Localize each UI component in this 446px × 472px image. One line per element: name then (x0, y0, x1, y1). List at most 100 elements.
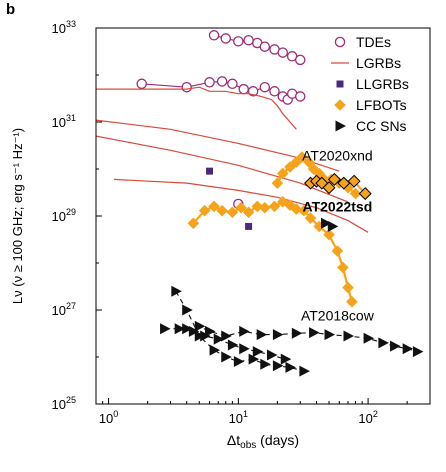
ccsn-point (272, 360, 284, 372)
plot-area (95, 30, 424, 377)
lfbot-point (216, 204, 228, 217)
lfbot-point (290, 203, 303, 215)
series-lgrb-6 (113, 178, 369, 233)
x-tick-label: 100 (99, 409, 118, 426)
tde-point (136, 78, 147, 90)
ccsn-point (327, 220, 339, 232)
ccsn-point (221, 330, 232, 342)
ccsn-point (280, 353, 292, 365)
ccsn-point (182, 323, 193, 335)
series-ccsn-13 (182, 320, 424, 358)
tde-point (181, 81, 192, 93)
tde-point (220, 33, 232, 44)
x-axis-label-main: Δt (227, 432, 240, 448)
lfbot-point (346, 295, 358, 308)
tde-point (216, 76, 228, 87)
tde-point (204, 77, 215, 88)
legend-label: LLGRBs (356, 76, 409, 92)
y-axis-label: Lν (ν ≥ 100 GHz; erg s⁻¹ Hz⁻¹) (10, 128, 25, 304)
annotation-label: AT2018cow (301, 307, 375, 323)
y-tick-label: 1027 (52, 301, 76, 318)
lfbot-point (342, 281, 354, 294)
series-lgrb-3 (96, 86, 297, 130)
lfbot-connector (192, 200, 353, 302)
y-tick-label: 1029 (52, 207, 76, 224)
legend-label: LFBOTs (356, 97, 407, 113)
annotation-label: AT2022tsd (303, 198, 373, 214)
x-tick-label: 102 (358, 409, 377, 426)
legend-marker-icon (334, 99, 346, 111)
series-lgrb-5 (95, 135, 349, 203)
ccsn-point (213, 333, 225, 345)
llgrb-point (245, 222, 253, 230)
legend-label: CC SNs (356, 118, 407, 134)
ccsn-point (321, 217, 332, 229)
lfbot-point (276, 196, 289, 208)
x-tick-label: 101 (229, 409, 248, 426)
lfbot-point (271, 177, 284, 189)
ccsn-point (256, 329, 268, 341)
tde-point (208, 30, 220, 41)
lfbot-point (298, 204, 310, 217)
lfbot-point (315, 176, 329, 190)
ccsn-point (205, 325, 216, 337)
tde-point (243, 34, 254, 46)
ccsn-point (324, 329, 336, 341)
lfbot-point (284, 161, 296, 173)
y-axis-ticks: 1025 1027 1029 1031 1033 (52, 19, 102, 412)
lfbot-point (313, 220, 326, 233)
ccsn-point (239, 343, 250, 355)
legend-item: LGRBs (331, 55, 401, 71)
tde-point (233, 36, 244, 47)
tde-point (277, 47, 289, 58)
lfbot-point (290, 156, 303, 168)
lfbot-point (323, 228, 335, 241)
ccsn-point (402, 343, 414, 355)
ccsn-point (285, 361, 296, 373)
lfbot-point (251, 200, 264, 213)
tde-point (238, 83, 249, 95)
lfbot-point (337, 261, 349, 274)
series-tde-0 (208, 30, 306, 66)
series-lfbot-10 (304, 172, 372, 201)
legend-marker-icon (336, 80, 344, 88)
ccsn-point (194, 320, 206, 332)
annotations: AT2020xnd AT2022tsd AT2018cow (301, 148, 375, 324)
lfbot-point (331, 245, 344, 257)
lgrb-light-curve (113, 178, 369, 233)
series-lfbot-8 (187, 196, 358, 308)
series-tde-1 (136, 76, 306, 105)
legend-label: TDEs (356, 34, 391, 50)
x-axis-label-sub: obs (240, 440, 256, 451)
lfbot-point (268, 200, 281, 213)
lfbot-point (358, 187, 372, 201)
y-tick-label: 1031 (52, 113, 76, 130)
ccsn-point (209, 344, 221, 356)
ccsn-point (272, 329, 284, 341)
y-tick-label: 1033 (52, 19, 76, 36)
x-axis-label-tail: (days) (256, 432, 299, 448)
legend-item: CC SNs (335, 118, 407, 134)
lfbot-point (226, 206, 239, 219)
series-ccsn-14 (321, 217, 339, 232)
ccsn-point (252, 346, 264, 358)
lfbot-point (235, 201, 247, 214)
ccsn-connector (186, 325, 418, 353)
lfbot-point (303, 156, 315, 168)
lfbot-point (327, 172, 341, 186)
ccsn-point (221, 351, 232, 363)
legend-marker-icon (334, 36, 346, 48)
lfbot-point (342, 181, 354, 194)
ccsn-point (227, 339, 239, 351)
lfbot-point (349, 187, 362, 200)
ccsn-point (291, 327, 303, 339)
x-axis-ticks: 100 101 102 (95, 398, 431, 426)
series-llgrb-7 (206, 167, 253, 230)
ccsn-point (266, 349, 278, 361)
llgrb-point (206, 167, 214, 175)
tde-point (259, 81, 271, 93)
lfbot-point (276, 167, 289, 180)
lfbot-point (296, 151, 308, 163)
ccsn-point (390, 340, 401, 352)
